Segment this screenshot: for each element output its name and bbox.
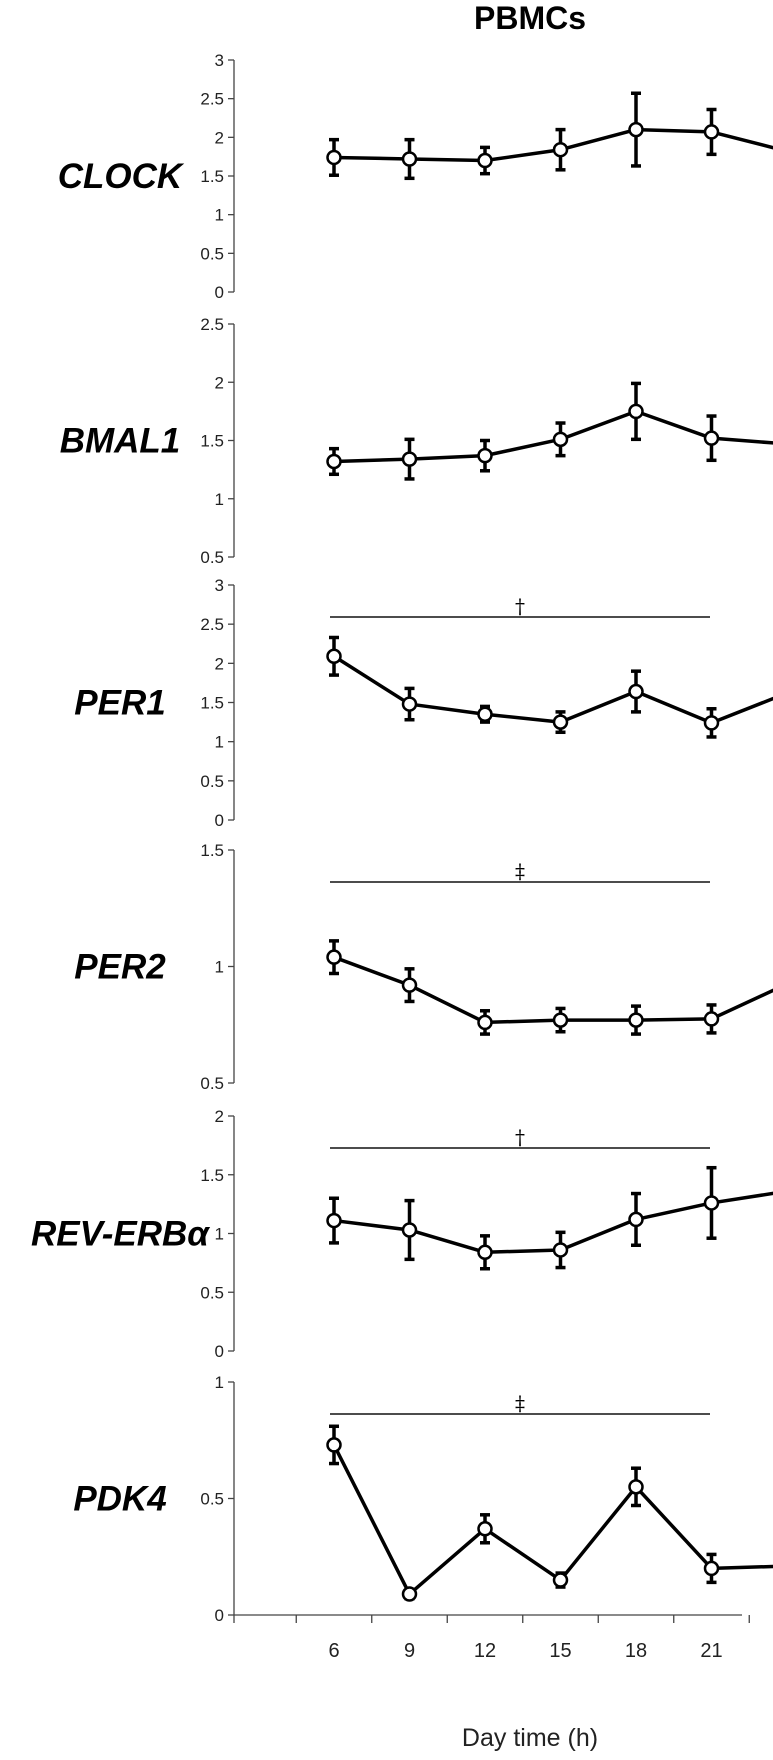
x-tick-label: 18 [625,1640,647,1662]
x-tick-label: 12 [474,1640,496,1662]
data-point [552,1572,569,1588]
y-tick-label: 1.5 [200,694,224,713]
data-point [703,430,720,446]
data-point [401,451,418,467]
data-point [477,1244,493,1261]
panel-bmal1: BMAL1 0.5 1 1.5 2 2.5 [60,315,773,567]
y-tick-label: 0 [215,811,224,830]
data-point [326,453,342,470]
y-tick-label: 1.5 [200,432,224,451]
y-tick-label: 2.5 [200,315,224,334]
gene-label: BMAL1 [60,422,181,461]
data-point [703,715,720,731]
panel-pdk4: PDK4 0 0.5 1 ‡ [73,1373,773,1625]
data-point [401,1222,418,1238]
data-point [477,447,493,464]
gene-label: CLOCK [58,157,185,196]
y-tick-label: 2 [215,1107,224,1126]
panel-clock: CLOCK 0 0.5 1 1.5 2 2.5 3 [58,51,773,302]
data-point [703,1011,720,1027]
significance-marker: ‡ [515,1391,525,1415]
y-tick-label: 1 [215,733,224,752]
y-tick-label: 2 [215,654,224,673]
panels: CLOCK 0 0.5 1 1.5 2 2.5 3 BMAL1 0.5 1 1.5 2 2.5 PER1 0 0… [31,51,773,1625]
y-tick-label: 1.5 [200,841,224,860]
y-tick-label: 0 [215,1342,224,1361]
data-point [628,403,644,420]
y-tick-label: 2 [215,128,224,147]
gene-label: PER2 [74,948,166,987]
data-point [401,696,418,712]
data-point [477,152,493,169]
data-point [477,1014,493,1031]
gene-label: REV-ERBα [31,1215,210,1254]
x-tick-label: 6 [328,1640,339,1662]
x-tick-label: 21 [700,1640,722,1662]
data-point [326,648,342,665]
x-axis: 69121518212436 [233,1614,750,1662]
y-tick-label: 1.5 [200,1166,224,1185]
y-tick-label: 2 [215,373,224,392]
y-tick-label: 2.5 [200,615,224,634]
y-tick-label: 1 [215,206,224,225]
y-tick-label: 1 [215,1373,224,1392]
data-point [552,141,569,158]
panel-per1: PER1 0 0.5 1 1.5 2 2.5 3 † [74,576,773,830]
data-point [628,1012,644,1028]
y-tick-label: 0.5 [200,1074,224,1093]
y-tick-label: 1 [215,958,224,977]
data-point [628,1479,644,1495]
data-point [326,949,342,965]
series-line [333,654,773,725]
y-tick-label: 0.5 [200,772,224,791]
data-point [628,683,644,700]
data-point [552,1012,569,1028]
y-tick-label: 2.5 [200,90,224,109]
y-tick-label: 0.5 [200,1283,224,1302]
panel-rev-erb-: REV-ERBα 0 0.5 1 1.5 2 † [31,1107,773,1361]
y-tick-label: 0.5 [200,1490,224,1509]
data-point [326,1212,342,1229]
data-point [401,151,418,167]
data-point [552,431,569,448]
gene-label: PER1 [74,684,165,723]
y-tick-label: 1.5 [200,167,224,186]
y-tick-label: 1 [215,490,224,509]
data-point [401,1586,418,1602]
data-point [401,977,418,993]
figure-title: PBMCs [474,0,586,36]
data-point [326,1437,342,1453]
data-point [703,124,720,140]
data-point [477,706,493,722]
x-tick-label: 15 [549,1640,571,1662]
significance-marker: † [515,1125,525,1149]
y-tick-label: 0.5 [200,244,224,263]
y-tick-label: 1 [215,1225,224,1244]
x-tick-label: 9 [404,1640,415,1662]
data-point [326,149,342,166]
data-point [477,1521,493,1537]
y-tick-label: 3 [215,51,224,70]
data-point [703,1195,720,1211]
panel-per2: PER2 0.5 1 1.5 ‡ [74,841,773,1093]
y-tick-label: 0.5 [200,548,224,567]
data-point [552,714,569,730]
significance-marker: ‡ [515,859,525,883]
data-point [628,121,644,138]
data-point [552,1242,569,1258]
significance-marker: † [515,594,525,618]
y-tick-label: 0 [215,1606,224,1625]
y-tick-label: 0 [215,283,224,302]
data-point [628,1211,644,1228]
y-tick-label: 3 [215,576,224,595]
data-point [703,1560,720,1577]
gene-label: PDK4 [73,1480,166,1519]
x-axis-label: Day time (h) [462,1724,598,1752]
